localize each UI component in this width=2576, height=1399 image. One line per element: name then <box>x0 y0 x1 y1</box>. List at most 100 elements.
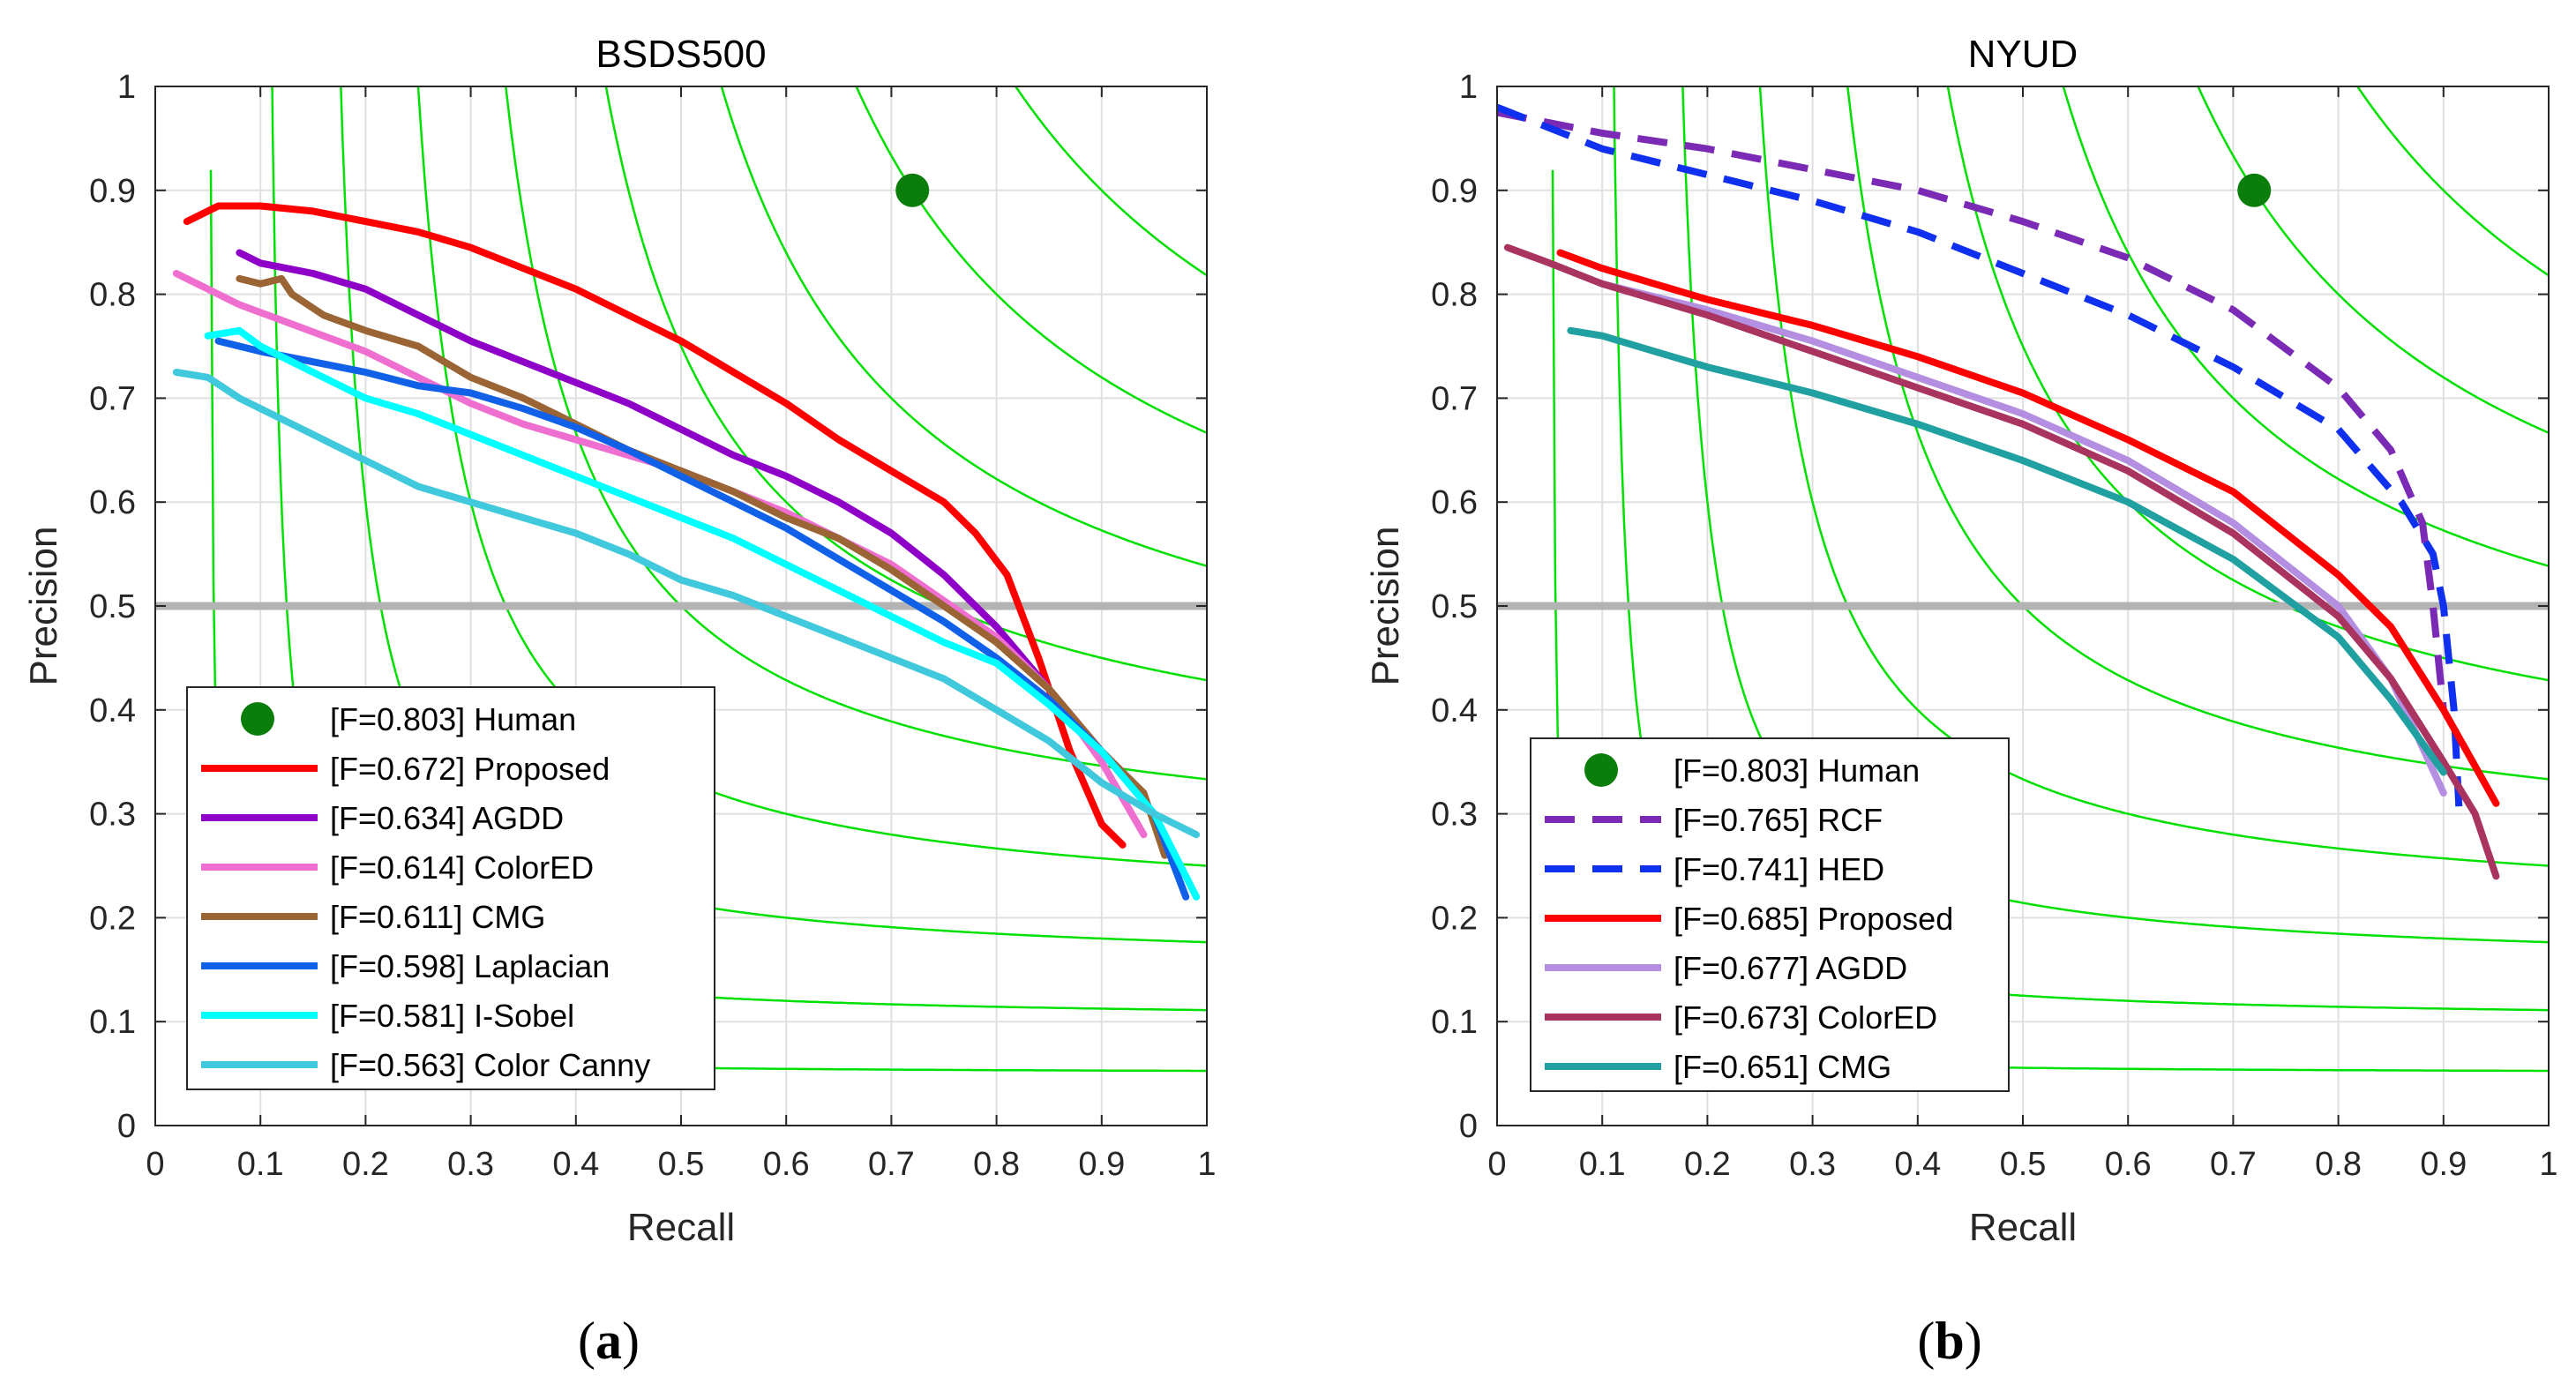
legend-label-5: [F=0.581] I-Sobel <box>330 998 574 1034</box>
x-tick-label: 0.1 <box>1579 1146 1626 1183</box>
series-line-1 <box>1497 103 2463 814</box>
iso-f-curve <box>2355 86 2549 277</box>
legend-label-1: [F=0.741] HED <box>1674 851 1884 887</box>
legend-label-4: [F=0.598] Laplacian <box>330 948 610 984</box>
y-tick-label: 0.2 <box>89 900 136 937</box>
y-tick-label: 1 <box>1459 69 1478 106</box>
legend-box <box>186 686 715 1090</box>
series-line-5 <box>1567 326 2447 776</box>
series-line-4 <box>1503 243 2500 880</box>
chart-bsds500: 0 0.1 0.2 0.3 0.4 0.5 0.6 0.7 0.8 0.9 1 0 0.1 0.2 0.3 0… <box>22 33 1217 1249</box>
series-lines <box>1497 103 2500 880</box>
panel-label-b-open: ( <box>1917 1312 1935 1370</box>
x-tick-label: 0 <box>1487 1146 1506 1183</box>
legend-label-3: [F=0.611] CMG <box>330 899 545 935</box>
human-point <box>895 173 930 207</box>
x-tick-label: 0.4 <box>1894 1146 1941 1183</box>
x-tick-label: 0.6 <box>763 1146 810 1183</box>
x-tick-label: 1 <box>2539 1146 2557 1183</box>
y-tick-label: 0.6 <box>89 484 136 521</box>
chart-title: BSDS500 <box>595 33 766 76</box>
panel-label-a-close: ) <box>622 1312 640 1370</box>
x-tick-label: 0.9 <box>1078 1146 1125 1183</box>
x-tick-label: 1 <box>1197 1146 1216 1183</box>
x-tick-label: 0.6 <box>2105 1146 2152 1183</box>
panel-label-b: (b) <box>1917 1312 1981 1370</box>
x-tick-label: 0.8 <box>973 1146 1020 1183</box>
y-tick-label: 0.3 <box>89 797 136 834</box>
x-tick-label: 0.7 <box>868 1146 915 1183</box>
legend-human-label: [F=0.803] Human <box>1674 752 1920 789</box>
series-line-5 <box>204 326 1201 901</box>
panel-label-a: (a) <box>578 1312 640 1370</box>
iso-f-curve <box>604 86 1207 682</box>
legend-label-0: [F=0.672] Proposed <box>330 751 610 787</box>
series-line-2 <box>1556 249 2500 807</box>
series-line-1 <box>236 249 1137 787</box>
iso-f-curve <box>2197 86 2549 435</box>
iso-f-curve <box>1758 86 2549 867</box>
legend-label-0: [F=0.765] RCF <box>1674 802 1883 838</box>
human-point <box>2237 173 2272 207</box>
legend-human-marker <box>1584 753 1618 787</box>
y-tick-label: 0.5 <box>1431 588 1478 625</box>
legend: [F=0.803] Human [F=0.672] Proposed [F=0.63… <box>186 686 715 1090</box>
x-tick-label: 0.8 <box>2315 1146 2362 1183</box>
series-line-6 <box>172 369 1201 839</box>
x-axis-label: Recall <box>627 1206 735 1249</box>
x-tick-label: 0.2 <box>1684 1146 1731 1183</box>
panel-label-b-close: ) <box>1965 1312 1982 1370</box>
x-tick-label: 0.1 <box>237 1146 284 1183</box>
x-tick-label: 0.2 <box>342 1146 389 1183</box>
y-tick-label: 0.8 <box>1431 277 1478 314</box>
legend-label-3: [F=0.677] AGDD <box>1674 950 1907 986</box>
y-tick-label: 0.2 <box>1431 900 1478 937</box>
series-lines <box>172 202 1201 901</box>
panel-label-a-open: ( <box>578 1312 595 1370</box>
x-tick-label: 0.4 <box>552 1146 599 1183</box>
legend-human-marker <box>241 702 274 736</box>
y-tick-label: 0.4 <box>1431 692 1478 729</box>
y-tick-label: 0.1 <box>89 1004 136 1041</box>
legend-label-1: [F=0.634] AGDD <box>330 800 564 836</box>
panel-label-b-letter: b <box>1935 1312 1964 1370</box>
iso-f-curve <box>2062 86 2549 568</box>
chart-title: NYUD <box>1968 33 2078 76</box>
legend-human-label: [F=0.803] Human <box>330 701 576 737</box>
iso-f-curve <box>416 86 1207 867</box>
x-tick-label: 0.3 <box>447 1146 494 1183</box>
y-tick-label: 0.7 <box>1431 380 1478 417</box>
y-tick-label: 0.7 <box>89 380 136 417</box>
y-tick-label: 0 <box>1459 1108 1478 1145</box>
y-tick-label: 1 <box>117 69 136 106</box>
y-tick-label: 0.6 <box>1431 484 1478 521</box>
y-tick-label: 0.3 <box>1431 797 1478 834</box>
y-axis-label: Precision <box>1364 527 1407 686</box>
x-tick-label: 0.7 <box>2210 1146 2257 1183</box>
series-line-0 <box>1497 108 2447 711</box>
y-tick-label: 0.1 <box>1431 1004 1478 1041</box>
x-tick-label: 0 <box>146 1146 164 1183</box>
panel-label-a-letter: a <box>595 1312 622 1370</box>
x-tick-label: 0.5 <box>2000 1146 2047 1183</box>
legend-label-5: [F=0.651] CMG <box>1674 1049 1891 1085</box>
y-tick-label: 0.8 <box>89 277 136 314</box>
legend-label-6: [F=0.563] Color Canny <box>330 1047 650 1083</box>
legend-label-2: [F=0.685] Proposed <box>1674 901 1953 937</box>
legend-label-4: [F=0.673] ColorED <box>1674 999 1937 1036</box>
y-axis-label: Precision <box>22 527 65 686</box>
series-line-2 <box>172 270 1148 839</box>
y-tick-label: 0.9 <box>89 173 136 210</box>
legend: [F=0.803] Human [F=0.765] RCF [F=0.741] HE… <box>1530 737 2010 1092</box>
y-tick-label: 0 <box>117 1108 136 1145</box>
iso-f-curve <box>855 86 1207 435</box>
x-tick-label: 0.3 <box>1789 1146 1836 1183</box>
x-axis-label: Recall <box>1969 1206 2077 1249</box>
series-line-4 <box>214 337 1190 901</box>
series-line-0 <box>183 202 1127 849</box>
x-tick-label: 0.9 <box>2420 1146 2467 1183</box>
y-tick-label: 0.4 <box>89 692 136 729</box>
x-tick-label: 0.5 <box>658 1146 705 1183</box>
iso-f-curve <box>505 86 1207 781</box>
